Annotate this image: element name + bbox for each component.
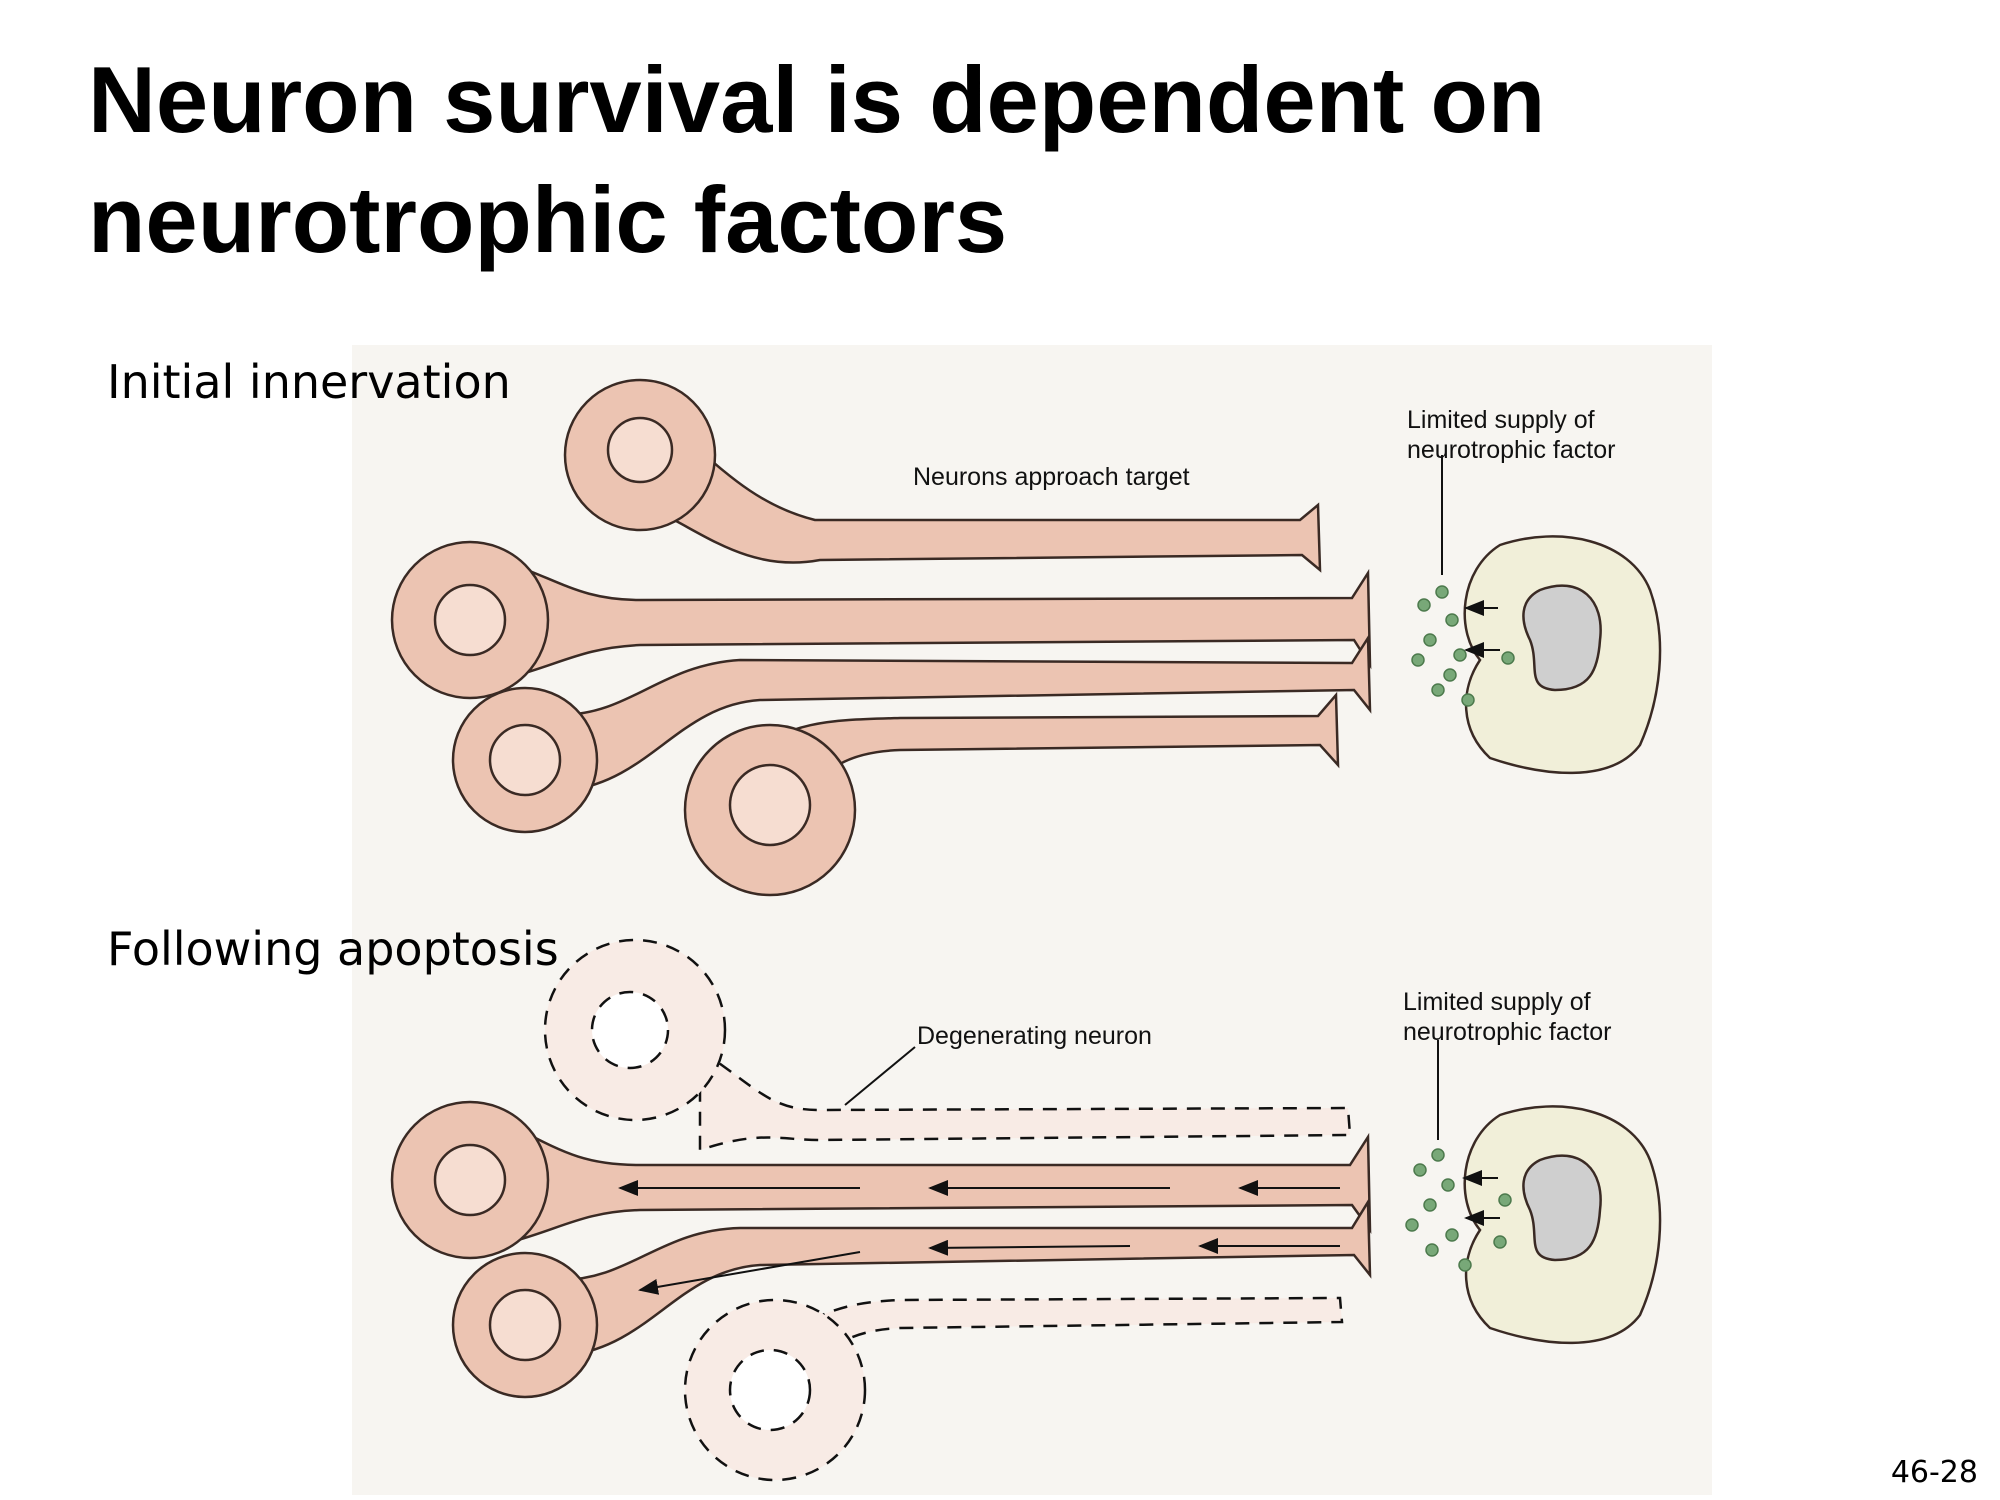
neurotrophic-factor-1 [1411,585,1515,707]
degenerating-neuron-1 [543,938,1352,1152]
label-initial-innervation: Initial innervation [107,355,511,409]
annotation-supply-2-line2: neurotrophic factor [1403,1018,1611,1046]
slide-number: 46-28 [1890,1455,1978,1490]
target-tissue-1 [1463,535,1662,775]
surviving-neuron-2 [451,1197,1372,1399]
title-line-1: Neuron survival is dependent on [88,47,1546,152]
label-following-apoptosis: Following apoptosis [107,922,559,976]
neuron-4 [683,691,1340,897]
slide-title: Neuron survival is dependent on neurotro… [88,40,1908,280]
degenerating-pointer [844,1046,916,1106]
annotation-supply-1-line2: neurotrophic factor [1407,436,1615,464]
factor-arrows-1 [1464,600,1500,658]
target-tissue-2 [1463,1105,1662,1345]
following-apoptosis-panel [390,938,1662,1482]
neurotrophic-factor-2 [1405,1148,1512,1272]
factor-arrows-2 [1462,1170,1500,1226]
neuron-3 [451,633,1372,834]
annotation-neurons-approach: Neurons approach target [913,463,1190,491]
title-line-2: neurotrophic factors [88,167,1008,272]
retrograde-arrows [618,1180,1340,1295]
annotation-supply-1-line1: Limited supply of [1407,406,1595,434]
annotation-degenerating-neuron: Degenerating neuron [917,1022,1152,1050]
neuron-1 [563,378,1322,573]
degenerating-neuron-2 [683,1296,1344,1482]
initial-innervation-panel [390,378,1662,897]
annotation-supply-2-line1: Limited supply of [1403,988,1591,1016]
